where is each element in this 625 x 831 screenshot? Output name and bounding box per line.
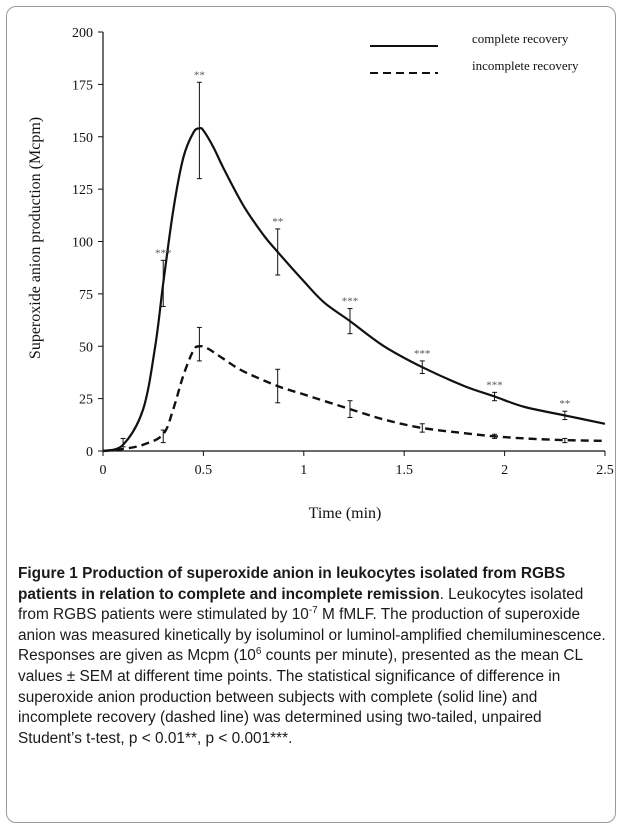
caption-text-1: . Leukocytes isolated from RGBS patients… xyxy=(18,585,584,624)
legend-label-complete-recovery: complete recovery xyxy=(472,31,569,46)
significance-label: *** xyxy=(155,247,172,259)
legend-label-incomplete-recovery: incomplete recovery xyxy=(472,58,579,73)
significance-label: ** xyxy=(272,216,283,228)
x-axis-label: Time (min) xyxy=(309,505,382,522)
caption-title: Figure 1 Production of superoxide anion … xyxy=(18,565,566,603)
y-tick-label: 25 xyxy=(79,393,93,408)
x-tick-label: 2 xyxy=(501,463,508,478)
caption-text-2: M fMLF. The production of superoxide ani… xyxy=(18,606,606,665)
y-tick-label: 50 xyxy=(79,340,93,355)
figure-caption: Figure 1 Production of superoxide anion … xyxy=(18,564,608,749)
x-tick-label: 1.5 xyxy=(395,463,413,478)
significance-label: ** xyxy=(194,69,205,81)
y-tick-label: 125 xyxy=(72,183,93,198)
legend: complete recovery incomplete recovery xyxy=(370,31,579,74)
y-tick-label: 200 xyxy=(72,26,93,41)
figure-panel xyxy=(6,6,616,823)
caption-sup-2: 6 xyxy=(255,646,262,658)
axes xyxy=(98,31,606,456)
y-tick-label: 0 xyxy=(86,445,93,460)
x-tick-label: 0 xyxy=(100,463,107,478)
y-axis-label: Superoxide anion production (Mcpm) xyxy=(27,117,44,359)
y-tick-label: 175 xyxy=(72,78,93,93)
x-tick-label: 1 xyxy=(300,463,307,478)
y-tick-label: 150 xyxy=(72,131,93,146)
x-tick-label: 2.5 xyxy=(596,463,614,478)
caption-text-3: counts per minute), presented as the mea… xyxy=(18,647,583,747)
tick-labels: 0 25 50 75 100 125 150 175 200 0 0.5 1 1.5 2 2.5 xyxy=(72,26,614,478)
series-line-complete-recovery xyxy=(102,126,606,453)
y-tick-label: 100 xyxy=(72,236,93,251)
y-tick-label: 75 xyxy=(79,288,93,303)
significance-label: *** xyxy=(342,296,359,308)
caption-sup-1: -7 xyxy=(308,605,318,617)
significance-label: *** xyxy=(486,379,503,391)
series-layer: ****************** xyxy=(102,69,606,453)
series-line-incomplete-recovery xyxy=(102,344,606,453)
significance-label: ** xyxy=(559,398,570,410)
significance-label: *** xyxy=(414,348,431,360)
x-tick-label: 0.5 xyxy=(195,463,213,478)
